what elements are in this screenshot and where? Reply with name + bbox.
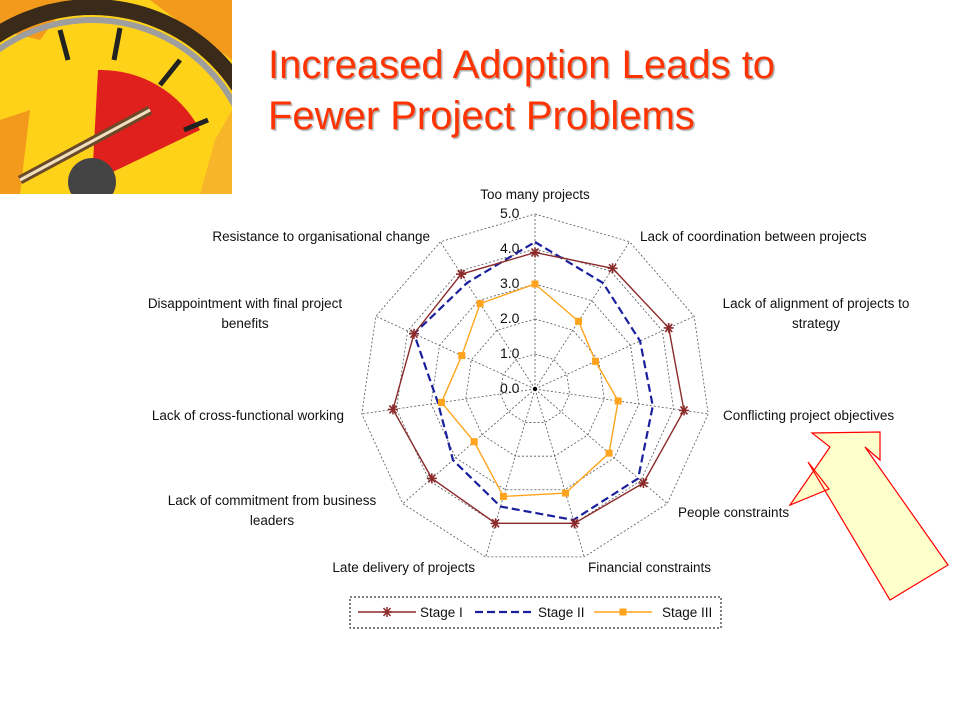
radar-series-line (440, 283, 619, 498)
legend-box (349, 596, 722, 629)
radar-grid-ring (465, 318, 605, 457)
radar-data-point (614, 397, 622, 405)
radar-tick-label: 4.0 (500, 240, 520, 256)
slide-title-line-1: Increased Adoption Leads to (268, 43, 776, 87)
radar-category-label: Lack of cross-functional working (152, 408, 344, 423)
radar-category-label: Late delivery of projects (332, 560, 475, 575)
legend-label: Stage II (538, 605, 585, 620)
radar-spoke (402, 388, 536, 504)
legend-label: Stage I (420, 605, 463, 620)
radar-tick-label: 5.0 (500, 205, 520, 221)
radar-category-label: People constraints (678, 505, 789, 520)
radar-data-point (499, 492, 507, 500)
radar-grid (361, 213, 709, 558)
radar-data-point (638, 477, 649, 488)
radar-category-label: Financial constraints (588, 560, 711, 575)
radar-category-label: Disappointment with final project benefit… (148, 296, 343, 331)
radar-category-label: Conflicting project objectives (723, 408, 894, 423)
radar-center-dot (532, 386, 538, 392)
legend-label: Stage III (662, 605, 712, 620)
radar-spoke (440, 241, 536, 390)
radar-data-point (490, 518, 501, 529)
radar-data-point (456, 269, 467, 280)
legend-marker (382, 607, 392, 617)
radar-data-point (663, 322, 674, 333)
radar-data-point (678, 405, 689, 416)
radar-data-point (531, 280, 539, 288)
radar-data-point (470, 438, 478, 446)
legend-item: Stage II (475, 605, 585, 620)
radar-data-point (575, 317, 583, 325)
legend-items: Stage I Stage II Stage III (358, 605, 712, 620)
radar-tick-label: 2.0 (500, 310, 520, 326)
radar-data-point (409, 328, 420, 339)
legend-item: Stage III (594, 605, 712, 620)
radar-data-point (387, 404, 398, 415)
radar-grid-ring (361, 213, 709, 558)
radar-series-line (412, 240, 654, 522)
radar-data-point (569, 518, 580, 529)
radar-category-label: Too many projects (480, 187, 590, 202)
radar-data-point (426, 473, 437, 484)
radar-data-point (476, 300, 484, 308)
legend-item: Stage I (358, 605, 463, 620)
callout-arrow-icon (788, 431, 949, 601)
radar-category-label: Lack of commitment from business leaders (168, 493, 377, 528)
radar-spoke (485, 388, 536, 558)
speedometer-gauge-icon (0, 0, 232, 194)
radar-tick-labels: 0.0 1.0 2.0 3.0 4.0 5.0 (500, 205, 520, 396)
radar-series (387, 240, 689, 529)
radar-data-point (458, 352, 466, 360)
radar-category-label: Lack of coordination between projects (640, 229, 867, 244)
radar-tick-label: 3.0 (500, 275, 520, 291)
radar-grid-ring (499, 353, 571, 423)
radar-category-label: Resistance to organisational change (212, 229, 430, 244)
radar-data-point (591, 357, 599, 365)
radar-series-line (392, 251, 685, 525)
radar-spoke (534, 388, 585, 558)
radar-tick-label: 1.0 (500, 345, 520, 361)
radar-spoke (375, 315, 536, 390)
radar-data-point (562, 489, 570, 497)
slide-title: Increased Adoption Leads to Fewer Projec… (268, 40, 775, 142)
radar-grid-ring (430, 283, 640, 491)
radar-tick-label: 0.0 (500, 380, 520, 396)
radar-data-point (605, 449, 613, 457)
chart-legend: Stage I Stage II Stage III (349, 596, 722, 629)
legend-marker (619, 608, 627, 616)
radar-category-label: Lack of alignment of projects to strategy (723, 296, 910, 331)
radar-data-point (607, 263, 618, 274)
radar-data-point (530, 247, 540, 258)
radar-category-labels: Too many projects Lack of coordination be… (148, 187, 910, 575)
radar-data-point (437, 398, 445, 406)
slide-title-line-2: Fewer Project Problems (268, 94, 695, 138)
